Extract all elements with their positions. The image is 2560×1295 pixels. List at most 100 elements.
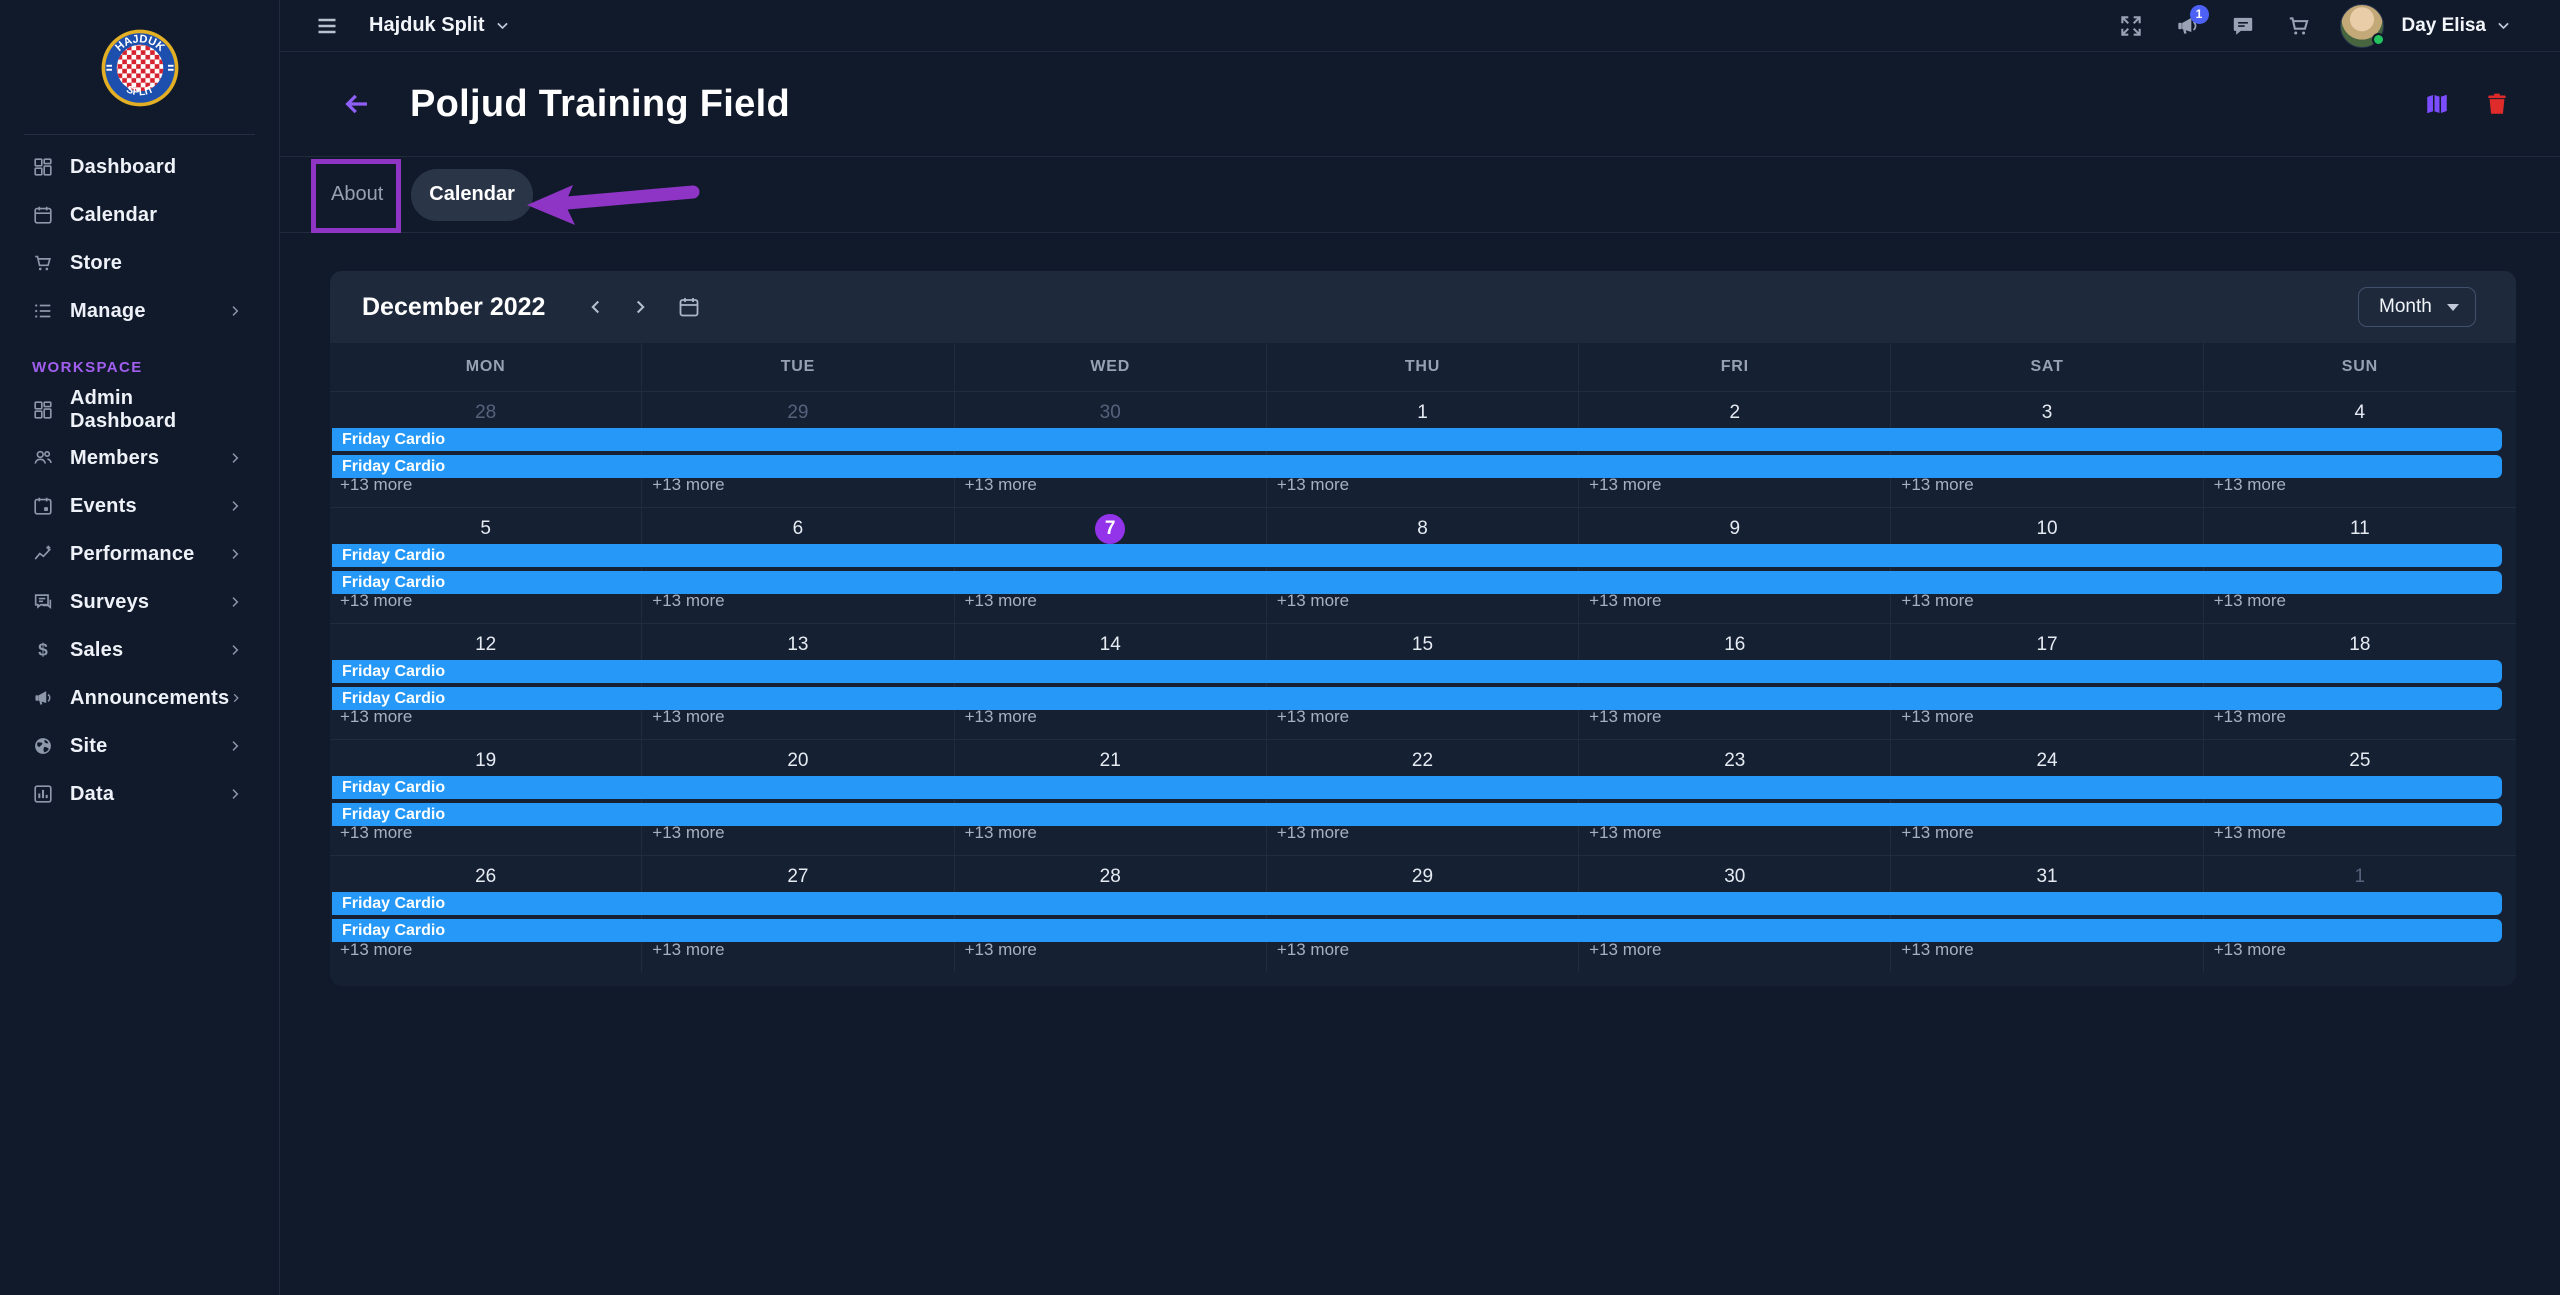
sidebar-item-store[interactable]: Store: [0, 239, 279, 287]
event-bar[interactable]: Friday Cardio: [332, 776, 2502, 799]
day-cell[interactable]: 11 +13 more: [2204, 508, 2516, 623]
more-events-link[interactable]: +13 more: [2213, 475, 2286, 494]
more-events-link[interactable]: +13 more: [1901, 940, 1974, 959]
more-events-link[interactable]: +13 more: [964, 591, 1037, 610]
more-events-link[interactable]: +13 more: [652, 823, 725, 842]
more-events-link[interactable]: +13 more: [964, 940, 1037, 959]
more-events-link[interactable]: +13 more: [1901, 475, 1974, 494]
sidebar-item-calendar[interactable]: Calendar: [0, 191, 279, 239]
event-bar[interactable]: Friday Cardio: [332, 687, 2502, 710]
sidebar-item-data[interactable]: Data: [0, 770, 279, 818]
event-bar[interactable]: Friday Cardio: [332, 428, 2502, 451]
sidebar-item-sales[interactable]: $ Sales: [0, 626, 279, 674]
more-events-link[interactable]: +13 more: [964, 475, 1037, 494]
more-events-link[interactable]: +13 more: [1276, 707, 1350, 726]
hajduk-split-logo[interactable]: HAJDUK SPLIT: [100, 28, 180, 108]
more-events-link[interactable]: +13 more: [2213, 823, 2286, 842]
more-events-link[interactable]: +13 more: [1589, 707, 1662, 726]
sidebar-item-events[interactable]: Events: [0, 482, 279, 530]
hamburger-menu-icon[interactable]: [315, 14, 339, 38]
more-events-link[interactable]: +13 more: [1589, 940, 1662, 959]
more-events-link[interactable]: +13 more: [340, 591, 413, 610]
next-month-button[interactable]: [629, 296, 651, 318]
event-bar[interactable]: Friday Cardio: [332, 892, 2502, 915]
fullscreen-icon[interactable]: [2118, 13, 2144, 39]
sidebar-item-announcements[interactable]: Announcements: [0, 674, 279, 722]
more-events-link[interactable]: +13 more: [1589, 591, 1662, 610]
svg-text:$: $: [38, 640, 48, 660]
delete-icon[interactable]: [2484, 91, 2510, 117]
jump-to-date-calendar-icon[interactable]: [677, 295, 701, 319]
notification-badge: 1: [2189, 4, 2209, 24]
sidebar-nav-main: Dashboard Calendar Store Manage: [0, 143, 279, 335]
more-events-link[interactable]: +13 more: [964, 823, 1037, 842]
map-icon[interactable]: [2424, 91, 2450, 117]
user-avatar[interactable]: [2339, 3, 2385, 48]
event-bar[interactable]: Friday Cardio: [332, 455, 2502, 478]
tab-calendar[interactable]: Calendar: [411, 168, 533, 221]
more-events-link[interactable]: +13 more: [340, 940, 413, 959]
more-events-link[interactable]: +13 more: [1276, 940, 1350, 959]
more-events-link[interactable]: +13 more: [964, 707, 1037, 726]
event-bar[interactable]: Friday Cardio: [332, 919, 2502, 942]
admin-dashboard-icon: [32, 399, 54, 421]
more-events-link[interactable]: +13 more: [1589, 823, 1662, 842]
more-events-link[interactable]: +13 more: [1276, 591, 1350, 610]
more-events-link[interactable]: +13 more: [652, 591, 725, 610]
event-bar[interactable]: Friday Cardio: [332, 544, 2502, 567]
sidebar-item-members[interactable]: Members: [0, 434, 279, 482]
date-number: 14: [1099, 634, 1121, 655]
day-cell[interactable]: 18 +13 more: [2204, 624, 2516, 739]
sidebar-item-performance[interactable]: Performance: [0, 530, 279, 578]
back-arrow-button[interactable]: [342, 89, 372, 119]
date-number: 3: [2041, 402, 2053, 423]
org-switcher[interactable]: Hajduk Split: [369, 14, 511, 37]
calendar-week-row: 28 +13 more 29 +13 more 30 +13 more 1 +13 more 2…: [330, 392, 2516, 508]
workspace-section-label: WORKSPACE: [32, 359, 143, 376]
messages-icon[interactable]: [2230, 13, 2256, 39]
more-events-link[interactable]: +13 more: [1901, 707, 1974, 726]
sidebar-item-admin-dashboard[interactable]: Admin Dashboard: [0, 386, 279, 434]
more-events-link[interactable]: +13 more: [340, 823, 413, 842]
calendar-week-row: 12 +13 more 13 +13 more 14 +13 more 15 +13 more…: [330, 624, 2516, 740]
manage-icon: [32, 300, 54, 322]
more-events-link[interactable]: +13 more: [1589, 475, 1662, 494]
sidebar-item-dashboard[interactable]: Dashboard: [0, 143, 279, 191]
more-events-link[interactable]: +13 more: [2213, 940, 2286, 959]
more-events-link[interactable]: +13 more: [340, 707, 413, 726]
more-events-link[interactable]: +13 more: [1901, 591, 1974, 610]
more-events-link[interactable]: +13 more: [340, 475, 413, 494]
event-bar[interactable]: Friday Cardio: [332, 660, 2502, 683]
event-bar[interactable]: Friday Cardio: [332, 571, 2502, 594]
sidebar-item-manage[interactable]: Manage: [0, 287, 279, 335]
view-selector[interactable]: Month: [2358, 287, 2476, 327]
more-events-link[interactable]: +13 more: [652, 475, 725, 494]
more-events-link[interactable]: +13 more: [652, 940, 725, 959]
day-cell[interactable]: 30 +13 more: [955, 392, 1267, 507]
day-cell[interactable]: 23 +13 more: [1579, 740, 1892, 855]
today-date: 7: [1095, 514, 1126, 544]
day-cell[interactable]: 4 +13 more: [2204, 392, 2516, 507]
calendar-icon: [32, 204, 54, 226]
tab-about[interactable]: About: [331, 183, 384, 205]
day-cell[interactable]: 25 +13 more: [2204, 740, 2516, 855]
more-events-link[interactable]: +13 more: [1901, 823, 1974, 842]
more-events-link[interactable]: +13 more: [2213, 591, 2286, 610]
prev-month-button[interactable]: [585, 296, 607, 318]
user-menu[interactable]: Day Elisa: [2402, 15, 2513, 37]
more-events-link[interactable]: +13 more: [1276, 475, 1350, 494]
dow-header: FRI: [1579, 343, 1892, 391]
day-cell[interactable]: 1 +13 more: [2204, 856, 2516, 972]
sidebar-item-surveys[interactable]: Surveys: [0, 578, 279, 626]
more-events-link[interactable]: +13 more: [2213, 707, 2286, 726]
notifications-megaphone-icon[interactable]: 1: [2174, 4, 2209, 39]
cart-icon[interactable]: [2286, 13, 2312, 39]
sidebar-item-site[interactable]: Site: [0, 722, 279, 770]
date-number: 21: [1099, 750, 1121, 771]
date-number: 31: [2036, 866, 2058, 887]
more-events-link[interactable]: +13 more: [1276, 823, 1350, 842]
event-bar[interactable]: Friday Cardio: [332, 803, 2502, 826]
calendar-panel: December 2022 Month MON TUE WED THU FRI …: [330, 271, 2516, 986]
more-events-link[interactable]: +13 more: [652, 707, 725, 726]
day-cell[interactable]: 21 +13 more: [955, 740, 1267, 855]
